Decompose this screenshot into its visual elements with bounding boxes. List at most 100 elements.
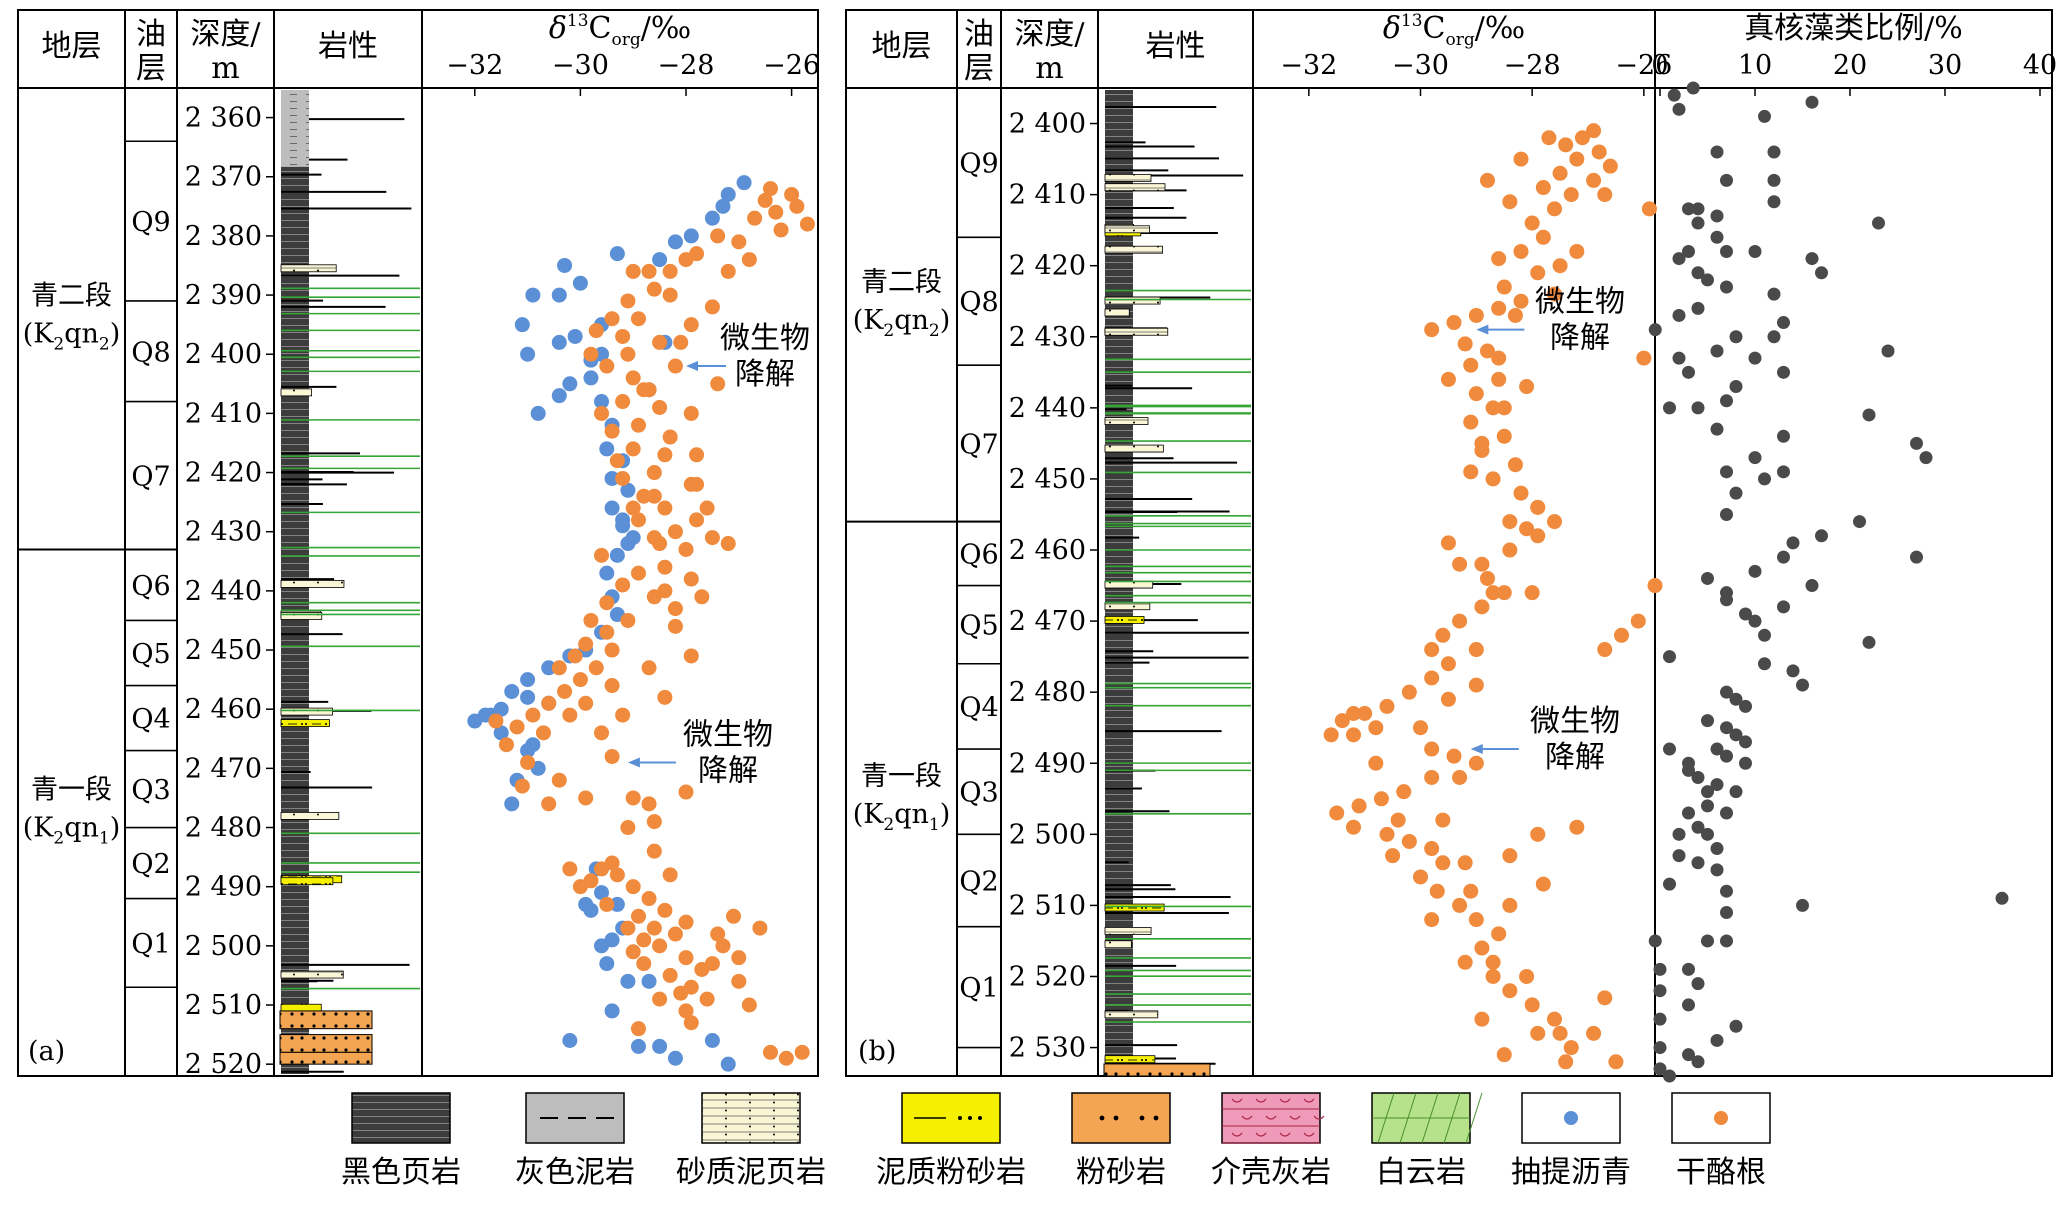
eukaryotic-point <box>1720 465 1733 479</box>
legend-label: 干酪根 <box>1676 1155 1766 1190</box>
eukaryotic-point <box>1691 202 1705 216</box>
kerogen-point <box>609 453 625 469</box>
kerogen-point <box>741 997 757 1013</box>
eukaryotic-point <box>1672 252 1686 266</box>
kerogen-point <box>1502 848 1518 864</box>
kerogen-point <box>1446 315 1462 331</box>
kerogen-point <box>1424 769 1440 785</box>
kerogen-point <box>1597 187 1613 203</box>
legend-swatch-detail <box>1231 1132 1243 1137</box>
bitumen-point <box>551 287 567 303</box>
x-tick-label: −28 <box>658 50 715 81</box>
kerogen-point <box>646 281 662 297</box>
lithology-interbed <box>1104 327 1169 336</box>
oil-layer-label: Q7 <box>131 462 170 493</box>
kerogen-point <box>1569 151 1585 167</box>
kerogen-point <box>657 447 673 463</box>
kerogen-point <box>683 317 699 333</box>
kerogen-point <box>1368 720 1384 736</box>
kerogen-point <box>641 796 657 812</box>
eukaryotic-point <box>1720 884 1733 898</box>
kerogen-point <box>1491 371 1507 387</box>
kerogen-point <box>1440 691 1456 707</box>
legend-swatch-detail <box>1303 1098 1315 1103</box>
eukaryotic-point <box>1701 273 1714 287</box>
kerogen-point <box>652 536 668 552</box>
kerogen-point <box>636 488 652 504</box>
kerogen-point <box>625 441 641 457</box>
kerogen-point <box>1401 833 1417 849</box>
kerogen-point <box>604 855 620 871</box>
bitumen-point <box>551 334 567 350</box>
annotation-text: 微生物 <box>683 717 773 752</box>
depth-tick-label: 2 450 <box>185 635 262 666</box>
lithology-interbed <box>280 264 337 273</box>
kerogen-point <box>1513 151 1529 167</box>
kerogen-point <box>683 476 699 492</box>
kerogen-point <box>1513 243 1529 259</box>
kerogen-point <box>562 861 578 877</box>
delta13c-header: δ13Corg/‰ <box>1383 11 1525 50</box>
bitumen-point <box>609 896 625 912</box>
kerogen-point <box>741 252 757 268</box>
kerogen-point <box>498 737 514 753</box>
kerogen-point <box>1480 172 1495 188</box>
kerogen-point <box>630 1021 646 1037</box>
kerogen-point <box>1485 471 1501 487</box>
lithology-interbed <box>1104 444 1164 453</box>
eukaryotic-point <box>1663 650 1676 664</box>
eukaryotic-point <box>1691 266 1705 280</box>
depth-tick-label: 2 450 <box>1009 464 1086 495</box>
eukaryotic-point <box>1663 401 1676 415</box>
bitumen-point <box>551 388 567 404</box>
annotation-arrowhead <box>1470 744 1483 755</box>
kerogen-point <box>752 920 768 936</box>
bitumen-point <box>520 672 536 688</box>
kerogen-point <box>1413 869 1428 885</box>
eukaryotic-point <box>1691 820 1705 834</box>
lithology-interbed <box>1104 927 1152 935</box>
kerogen-point <box>662 287 678 303</box>
kerogen-point <box>1547 201 1562 217</box>
depth-tick-label: 2 460 <box>1009 535 1086 566</box>
eukaryotic-point <box>1815 266 1828 280</box>
kerogen-point <box>1641 201 1657 217</box>
eukaryotic-point <box>1682 763 1695 777</box>
kerogen-point <box>1385 848 1401 864</box>
header-formation: 地层 <box>872 29 932 64</box>
eukaryotic-point <box>1682 1048 1695 1062</box>
bitumen-point <box>572 275 588 291</box>
kerogen-point <box>620 820 636 836</box>
eukaryotic-point <box>1691 856 1705 870</box>
panel-frame <box>17 9 819 1077</box>
kerogen-point <box>604 311 620 327</box>
legend-swatch-sandy_mud_shale <box>701 1092 801 1144</box>
kerogen-point <box>620 293 636 309</box>
eukaryotic-point <box>1710 863 1724 877</box>
bitumen-point <box>604 500 620 516</box>
eukaryotic-point <box>1710 145 1724 159</box>
kerogen-point <box>1602 158 1618 174</box>
header-oil-layer: 层 <box>136 51 166 86</box>
eukaryotic-point <box>1691 216 1705 230</box>
depth-tick-label: 2 390 <box>185 280 262 311</box>
kerogen-point <box>1351 798 1367 814</box>
depth-tick-label: 2 370 <box>185 162 262 193</box>
kerogen-point <box>1496 279 1512 295</box>
x-tick-label: −32 <box>446 50 503 81</box>
oil-layer-label: Q5 <box>131 639 170 670</box>
formation-code: (K2qn1) <box>23 813 121 849</box>
eukaryotic-point <box>1720 685 1733 699</box>
eukaryotic-point <box>1663 877 1676 891</box>
kerogen-point <box>699 500 715 516</box>
kerogen-point <box>646 814 662 830</box>
header-oil-layer: 层 <box>964 51 994 86</box>
formation-code: (K2qn1) <box>853 799 951 835</box>
eukaryotic-point <box>1667 88 1681 102</box>
annotation-text: 降解 <box>735 357 795 392</box>
kerogen-point <box>678 914 694 930</box>
kerogen-point <box>667 601 683 617</box>
header-oil-layer: 油 <box>136 17 166 52</box>
eukaryotic-point <box>1729 785 1743 799</box>
